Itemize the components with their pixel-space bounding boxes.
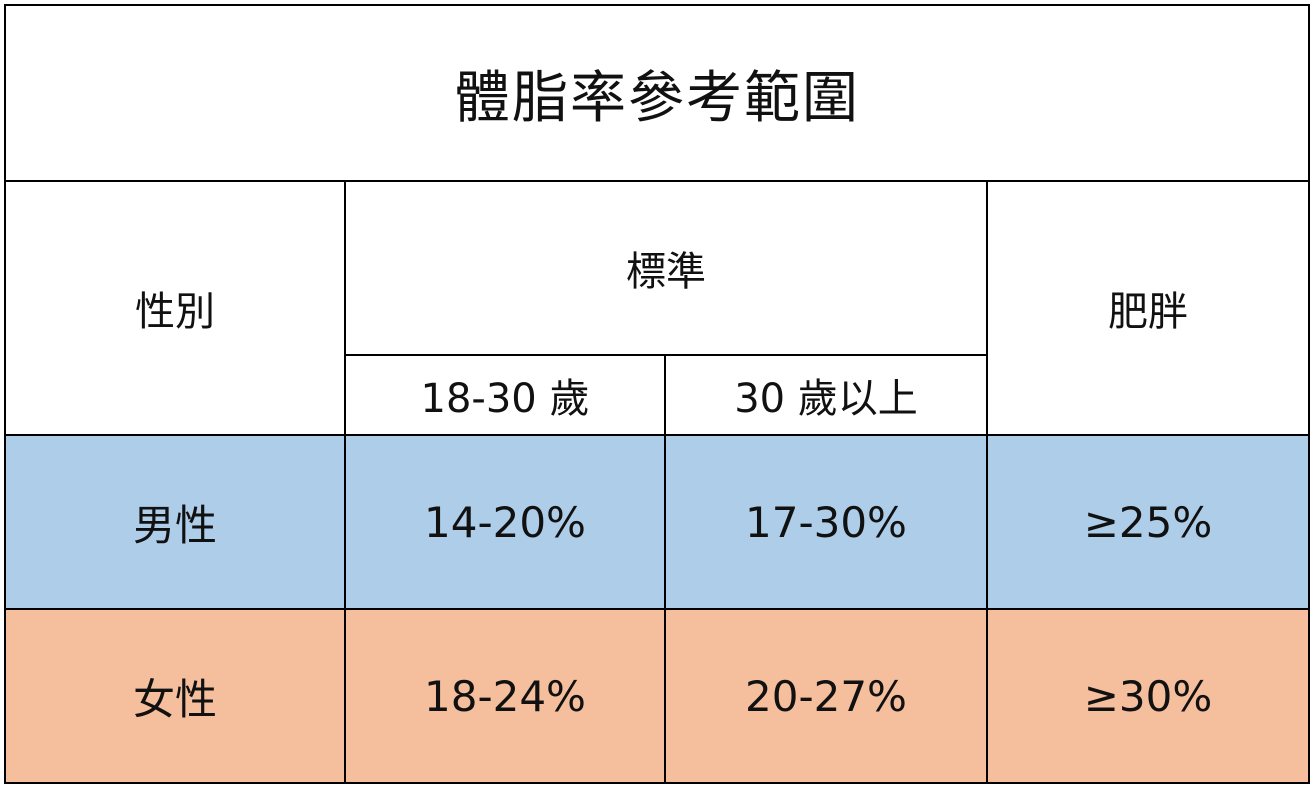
table-row-female: 女性 18-24% 20-27% ≥30% [4, 608, 1310, 784]
header-age-18-30: 18-30 歲 [344, 354, 666, 436]
cell-gender-male: 男性 [4, 434, 346, 610]
cell-female-obese: ≥30% [986, 608, 1310, 784]
table-row-male: 男性 14-20% 17-30% ≥25% [4, 434, 1310, 610]
body-fat-reference-table: 體脂率參考範圍 性別 標準 肥胖 18-30 歲 30 歲以上 男性 14-20… [4, 4, 1310, 784]
cell-male-obese: ≥25% [986, 434, 1310, 610]
header-age-30-plus: 30 歲以上 [664, 354, 988, 436]
header-row: 性別 標準 肥胖 [4, 180, 1310, 436]
header-standard: 標準 [344, 180, 988, 356]
title-row: 體脂率參考範圍 [4, 4, 1310, 182]
cell-male-age-30-plus: 17-30% [664, 434, 988, 610]
cell-male-age-18-30: 14-20% [344, 434, 666, 610]
table-title: 體脂率參考範圍 [4, 4, 1310, 182]
cell-female-age-30-plus: 20-27% [664, 608, 988, 784]
cell-female-age-18-30: 18-24% [344, 608, 666, 784]
cell-gender-female: 女性 [4, 608, 346, 784]
header-obese: 肥胖 [986, 180, 1310, 436]
subheader-row: 18-30 歲 30 歲以上 [5, 354, 1309, 436]
body-fat-reference-table-wrapper: 體脂率參考範圍 性別 標準 肥胖 18-30 歲 30 歲以上 男性 14-20… [4, 4, 1310, 784]
header-gender: 性別 [4, 180, 346, 436]
